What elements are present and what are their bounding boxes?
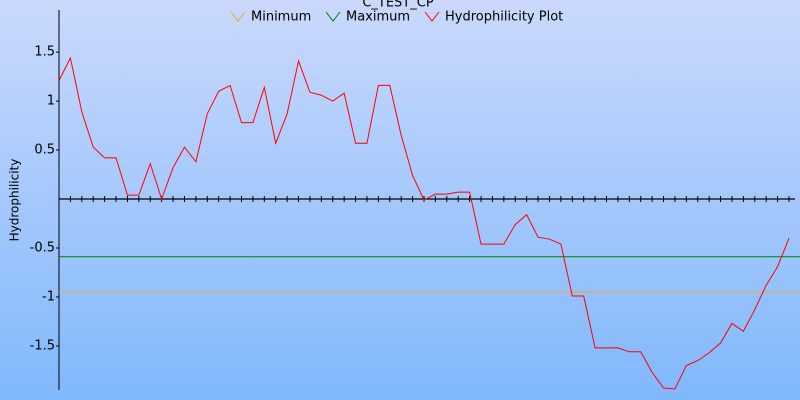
legend-icon [424,11,440,22]
y-tick-label: 0.5 [34,143,55,158]
legend-icon [325,11,341,22]
legend-label: Hydrophilicity Plot [445,10,563,25]
y-tick-label: -1.5 [30,338,55,353]
y-tick-label: -0.5 [30,240,55,255]
y-axis-label: Hydrophilicity [8,159,22,242]
legend-icon [230,11,246,22]
y-tick-label: 1.5 [34,45,55,60]
chart-title: C_TEST_CP [362,0,434,11]
y-tick-label: -1 [42,289,55,304]
y-tick-label: 1 [47,94,55,109]
legend-label: Minimum [251,10,311,25]
legend-label: Maximum [346,10,410,25]
hydrophilicity-line [58,56,790,390]
